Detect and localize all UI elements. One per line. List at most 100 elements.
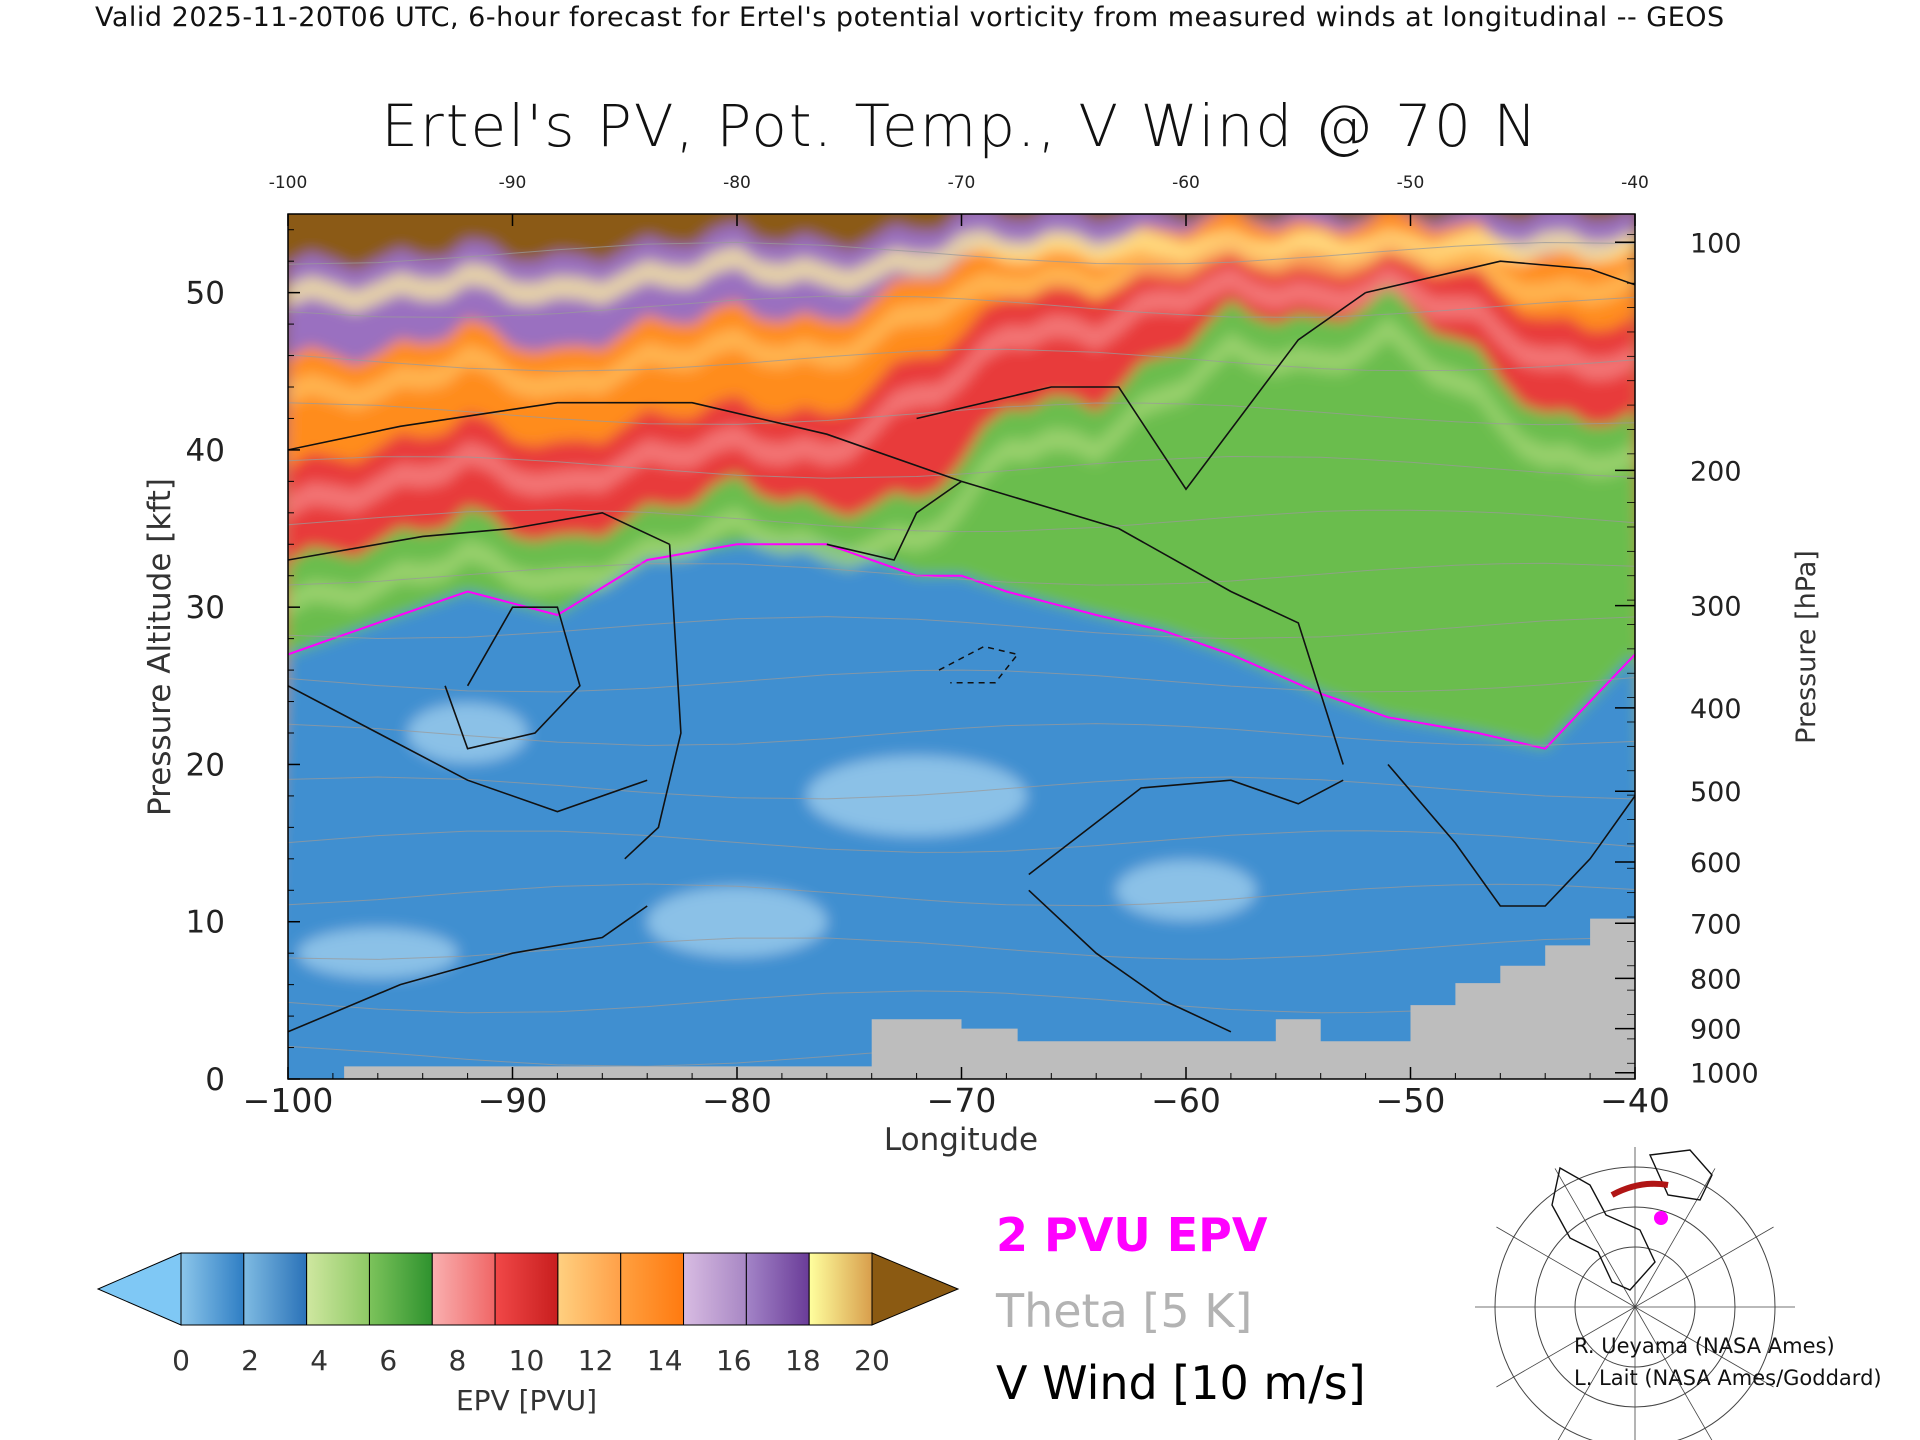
- pv-patch: [297, 928, 458, 979]
- v-wind-contour: [624, 544, 682, 860]
- pv-patch: [1116, 860, 1256, 921]
- theta-contour: [288, 616, 1635, 640]
- x-tick-label: −80: [702, 1081, 772, 1120]
- theta-contour: [288, 509, 1635, 533]
- colorbar-under-arrow: [96, 1252, 182, 1326]
- map-location-dot: [1654, 1211, 1668, 1225]
- y-tick-label: 40: [186, 433, 225, 469]
- v-wind-contour: [961, 480, 1344, 765]
- pv-subband: [288, 266, 1635, 519]
- terrain-mask: [344, 893, 1635, 1079]
- map-transect-line: [1610, 1180, 1669, 1198]
- colorbar-tick-label: 10: [509, 1344, 545, 1377]
- map-meridian: [1634, 1306, 1774, 1388]
- v-wind-contour: [826, 480, 962, 561]
- colorbar-segment: [683, 1252, 747, 1326]
- v-wind-contour: [1387, 763, 1635, 907]
- plot-axes: −100 -100 −90 -90 −80 -80 −70 -70 −60 -60 −50 -50 −4…: [142, 173, 1822, 1158]
- map-meridian: [1496, 1306, 1636, 1388]
- theta-contour: [288, 883, 1635, 907]
- x-axis-label: Longitude: [884, 1122, 1038, 1158]
- pv-patch: [647, 886, 827, 957]
- v-wind-contour: [1028, 889, 1232, 1033]
- credit-line: R. Ueyama (NASA Ames): [1574, 1334, 1835, 1358]
- colorbar-segment: [557, 1252, 622, 1326]
- theta-contour: [288, 455, 1635, 479]
- colorbar-tick-label: 18: [785, 1344, 821, 1377]
- v-wind-contour: [288, 685, 648, 813]
- top-caption: Valid 2025-11-20T06 UTC, 6-hour forecast…: [95, 2, 1725, 33]
- colorbar-tick-label: 4: [310, 1344, 328, 1377]
- theta-contour: [288, 562, 1635, 586]
- map-meridian: [1554, 1168, 1636, 1308]
- colorbar-segment: [494, 1252, 559, 1326]
- v-wind-contour: [1365, 260, 1635, 294]
- v-wind-contour: [288, 511, 670, 561]
- colorbar-tick-label: 0: [172, 1344, 190, 1377]
- y-tick-label: 10: [186, 905, 225, 941]
- pressure-tick-label: 600: [1690, 848, 1742, 879]
- map-coastline: [1551, 1166, 1656, 1291]
- y-tick-label: 30: [186, 590, 225, 626]
- pressure-tick-label: 900: [1690, 1015, 1742, 1046]
- credits: R. Ueyama (NASA Ames) L. Lait (NASA Ames…: [1574, 1330, 1882, 1394]
- epv-2pvu-contour: [288, 543, 1635, 750]
- pv-patch: [407, 703, 528, 763]
- top-tick-label: -90: [499, 173, 527, 193]
- theta-contour: [288, 348, 1635, 372]
- credit-line: L. Lait (NASA Ames/Goddard): [1574, 1366, 1882, 1390]
- top-tick-label: -60: [1172, 173, 1200, 193]
- map-meridian: [1634, 1168, 1716, 1308]
- top-tick-label: -100: [269, 173, 308, 193]
- v-wind-contour: [288, 905, 648, 1033]
- v-wind-contour: [444, 606, 581, 750]
- pressure-tick-label: 100: [1690, 228, 1742, 259]
- colorbar-over-arrow: [871, 1252, 960, 1326]
- colorbar-segment: [431, 1252, 496, 1326]
- x-tick-label: −90: [478, 1081, 548, 1120]
- y-axis-label: Pressure Altitude [kft]: [142, 478, 178, 816]
- colorbar-tick-label: 6: [379, 1344, 397, 1377]
- locator-map: [1475, 1147, 1795, 1440]
- colorbar-tick-label: 14: [647, 1344, 683, 1377]
- pv-patch: [806, 755, 1027, 836]
- v-wind-contour-negative: [938, 645, 1019, 684]
- colorbar-label: EPV [PVU]: [456, 1384, 597, 1417]
- colorbar-tick-label: 12: [578, 1344, 614, 1377]
- pressure-tick-label: 700: [1690, 909, 1742, 940]
- map-meridian: [1557, 1306, 1636, 1440]
- plot-area: [288, 214, 1635, 1079]
- pressure-tick-label: 500: [1690, 777, 1742, 808]
- colorbar-segment: [243, 1252, 308, 1326]
- v-wind-contour: [288, 401, 962, 483]
- x-tick-label: −70: [927, 1081, 997, 1120]
- colorbar-segment: [808, 1252, 873, 1326]
- theta-contour: [288, 669, 1635, 693]
- pressure-tick-label: 400: [1690, 694, 1742, 725]
- colorbar-tick-label: 20: [854, 1344, 890, 1377]
- x-tick-label: −50: [1376, 1081, 1446, 1120]
- pressure-tick-label: 300: [1690, 592, 1742, 623]
- colorbar-segment: [620, 1252, 685, 1326]
- colorbar-segment: [180, 1252, 245, 1326]
- x-tick-label: −40: [1600, 1081, 1670, 1120]
- map-meridian: [1634, 1306, 1713, 1440]
- theta-contour: [288, 830, 1635, 853]
- colorbar-tick-label: 8: [448, 1344, 466, 1377]
- v-wind-contour: [916, 291, 1367, 491]
- colorbar: 0 2 4 6 8 10 12 14 16 18 20 EPV [PVU]: [96, 1252, 960, 1417]
- map-meridian: [1634, 1226, 1774, 1308]
- x-tick-label: −100: [243, 1081, 334, 1120]
- colorbar-tick-label: 16: [716, 1344, 752, 1377]
- y-tick-label: 50: [186, 276, 225, 312]
- chart-title: Ertel's PV, Pot. Temp., V Wind @ 70 N: [381, 92, 1539, 160]
- pv-subband: [288, 231, 1635, 411]
- colorbar-segment: [745, 1252, 810, 1326]
- colorbar-segment: [368, 1252, 433, 1326]
- x-tick-label: −60: [1151, 1081, 1221, 1120]
- legend-epv-contour: 2 PVU EPV: [996, 1208, 1268, 1262]
- y-tick-label: 0: [205, 1062, 225, 1098]
- pressure-tick-label: 800: [1690, 964, 1742, 995]
- theta-contour: [288, 776, 1635, 800]
